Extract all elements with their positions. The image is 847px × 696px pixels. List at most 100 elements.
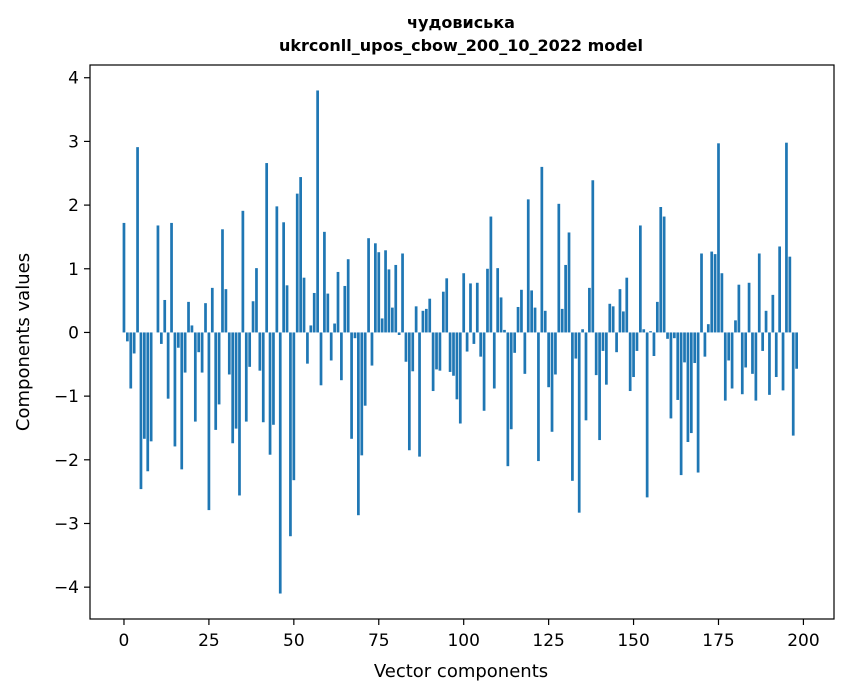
bar-186 [754,332,758,401]
bar-1 [126,332,129,342]
bar-108 [489,216,493,333]
bar-30 [224,289,228,333]
bar-66 [346,259,350,333]
bar-63 [336,271,340,333]
bar-36 [244,332,248,422]
bar-61 [329,332,333,361]
bar-20 [190,325,194,333]
bar-154 [645,332,649,498]
bar-5 [139,332,143,490]
bar-87 [418,332,421,457]
x-tick-label: 100 [447,631,479,651]
bar-52 [299,177,302,333]
bar-184 [747,282,751,333]
bar-97 [452,332,455,376]
bar-71 [363,332,367,406]
bar-157 [655,301,659,333]
bar-153 [642,329,646,333]
bar-118 [523,332,527,374]
bar-64 [340,332,343,381]
x-tick-label: 0 [119,631,130,651]
bar-158 [659,207,663,333]
bar-62 [333,323,336,333]
bar-159 [662,216,666,333]
x-tick-label: 125 [532,631,564,651]
bar-39 [255,268,258,333]
bar-178 [727,332,731,361]
bar-35 [241,210,245,333]
bar-105 [479,332,483,357]
bar-2 [129,332,133,389]
x-tick-label: 150 [617,631,649,651]
y-tick-label: −2 [54,451,79,471]
bar-113 [506,332,510,467]
bar-96 [448,332,452,372]
bar-8 [149,332,153,442]
bar-56 [312,292,316,333]
bar-130 [564,264,567,333]
bar-131 [567,232,571,333]
bar-150 [632,332,635,378]
bar-195 [785,142,788,333]
bar-169 [696,332,700,473]
bar-181 [737,284,741,333]
bar-138 [591,180,595,333]
bar-33 [234,332,238,429]
bar-109 [492,332,496,389]
bar-174 [713,254,717,333]
bar-99 [458,332,462,424]
x-tick-label: 200 [787,631,819,651]
bar-139 [594,332,598,376]
bar-172 [706,324,710,333]
bar-11 [159,332,163,344]
bar-53 [302,277,306,333]
bar-168 [693,332,697,364]
bar-54 [306,332,309,364]
bar-59 [323,231,326,333]
y-tick-label: 2 [68,196,79,216]
bar-15 [173,332,177,447]
bar-46 [278,332,282,594]
bar-3 [132,332,136,354]
bar-107 [486,268,489,333]
bar-26 [210,287,214,333]
bar-164 [679,332,683,476]
bar-117 [520,289,523,333]
y-tick-label: 3 [68,132,79,152]
bar-190 [768,332,771,395]
bar-129 [560,308,564,333]
bar-29 [221,229,224,333]
bar-42 [265,163,269,333]
bar-0 [122,222,126,333]
bar-47 [282,222,285,333]
bar-80 [394,264,398,333]
bar-111 [499,297,503,333]
bar-92 [435,332,438,370]
y-tick-label: −3 [54,514,79,534]
bar-191 [771,294,775,333]
plot-frame [89,64,835,620]
bar-23 [200,332,204,373]
y-axis: −4 −3 −2 −1 0 1 2 3 4 [54,69,90,598]
bar-76 [380,318,384,333]
bar-115 [513,332,517,353]
bar-12 [163,299,167,333]
bar-32 [231,332,235,444]
bar-60 [326,293,330,333]
bar-148 [625,277,629,333]
bar-110 [496,268,500,333]
bar-114 [509,332,513,430]
bar-16 [176,332,180,348]
x-axis: 0 25 50 75 100 125 150 175 200 [119,619,820,651]
bar-50 [292,332,296,481]
chart-title: чудовиська [407,13,515,32]
bar-128 [557,203,561,333]
bar-51 [295,193,299,333]
bar-136 [584,332,588,421]
bar-38 [251,301,255,333]
bar-58 [319,332,323,386]
bar-155 [649,331,652,333]
bar-48 [285,285,289,333]
bar-132 [571,332,574,481]
bar-44 [272,332,275,425]
